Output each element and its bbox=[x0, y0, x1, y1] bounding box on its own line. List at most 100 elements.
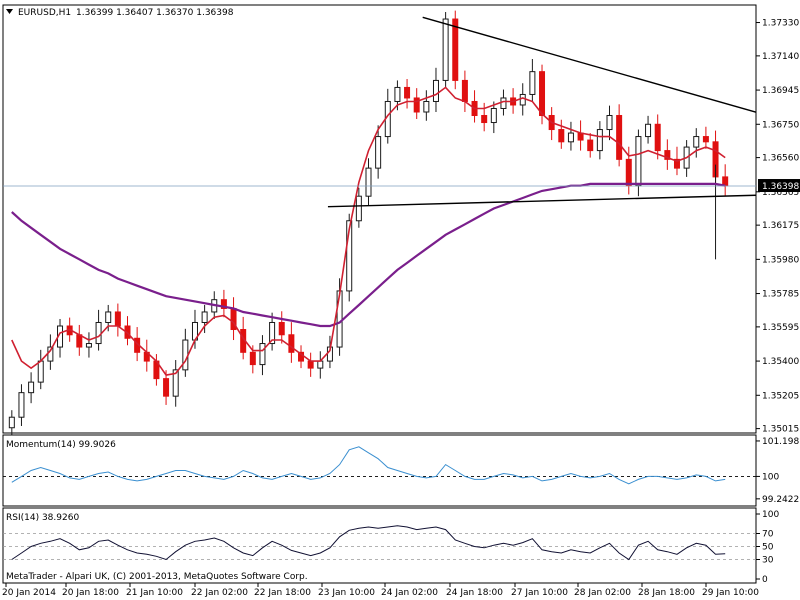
rsi-tick-label: 70 bbox=[762, 530, 774, 540]
time-tick-label: 27 Jan 10:00 bbox=[511, 588, 568, 598]
time-tick-label: 24 Jan 02:00 bbox=[381, 588, 438, 598]
candle-body bbox=[259, 343, 266, 366]
candle-body bbox=[558, 129, 565, 143]
panel-frame bbox=[2, 434, 757, 507]
momentum-tick-label: 100 bbox=[762, 472, 779, 482]
candle-body bbox=[616, 115, 623, 160]
time-tick-label: 23 Jan 10:00 bbox=[318, 588, 375, 598]
candle-body bbox=[539, 71, 546, 117]
candle-body bbox=[404, 86, 411, 99]
candle-body bbox=[336, 290, 343, 348]
candle-body bbox=[500, 97, 507, 109]
time-tick-label: 22 Jan 02:00 bbox=[191, 588, 248, 598]
candle-body bbox=[529, 71, 536, 95]
menu-triangle-icon[interactable] bbox=[6, 9, 13, 14]
time-tick-label: 29 Jan 10:00 bbox=[702, 588, 759, 598]
candle-body bbox=[567, 132, 574, 143]
time-tick-label: 22 Jan 18:00 bbox=[254, 588, 311, 598]
candle-body bbox=[28, 381, 35, 394]
candle-body bbox=[317, 360, 324, 369]
rsi-tick-label: 30 bbox=[762, 556, 774, 566]
candle-body bbox=[596, 129, 603, 152]
price-panel[interactable]: EURUSD,H1 1.36399 1.36407 1.36370 1.3639… bbox=[3, 8, 800, 435]
momentum-panel[interactable]: Momentum(14) 99.9026 101.1987 100 99.2422 bbox=[3, 437, 800, 505]
price-tick-label: 1.36365 bbox=[762, 188, 799, 198]
candle-body bbox=[114, 311, 121, 327]
current-price-box: 1.36398 bbox=[758, 179, 800, 193]
time-tick-label: 24 Jan 18:00 bbox=[446, 588, 503, 598]
candle-body bbox=[625, 158, 632, 187]
candle-body bbox=[442, 18, 449, 81]
rsi-tick-label: 100 bbox=[762, 510, 779, 520]
rsi-axis: 100 70 50 30 0 bbox=[756, 510, 779, 585]
momentum-tick-label: 101.1987 bbox=[762, 437, 800, 447]
symbol-title: EURUSD,H1 bbox=[18, 8, 71, 18]
momentum-line bbox=[11, 446, 726, 485]
candle-body bbox=[645, 123, 652, 138]
candle-body bbox=[85, 343, 92, 348]
candle-body bbox=[423, 100, 430, 113]
candle-body bbox=[105, 311, 112, 323]
candle-body bbox=[278, 321, 285, 336]
candle-body bbox=[394, 86, 401, 102]
trendline-upper bbox=[422, 16, 757, 113]
candle-body bbox=[461, 79, 468, 102]
candle-body bbox=[346, 220, 353, 292]
current-price-label: 1.36398 bbox=[762, 182, 799, 192]
price-tick-label: 1.35980 bbox=[762, 255, 799, 265]
time-tick-label: 28 Jan 18:00 bbox=[638, 588, 695, 598]
candle-body bbox=[519, 93, 526, 106]
rsi-panel[interactable]: RSI(14) 38.9260 100 70 50 30 0 MetaTrader - … bbox=[3, 510, 779, 585]
candle-body bbox=[18, 392, 25, 418]
ohlc-readout: 1.36399 1.36407 1.36370 1.36398 bbox=[76, 8, 234, 18]
candle-body bbox=[693, 136, 700, 148]
ma-slow-line bbox=[11, 182, 726, 328]
panel-frames bbox=[2, 4, 757, 584]
candle-body bbox=[37, 360, 44, 383]
price-tick-label: 1.36175 bbox=[762, 221, 799, 231]
candle-body bbox=[269, 321, 276, 345]
candle-body bbox=[432, 79, 439, 102]
candle-body bbox=[702, 136, 709, 143]
candle-body bbox=[182, 339, 189, 371]
price-axis: 1.37330 1.37140 1.36945 1.36750 1.36560 1.363… bbox=[756, 19, 799, 435]
candle-body bbox=[365, 167, 372, 197]
price-tick-label: 1.35785 bbox=[762, 290, 799, 300]
price-tick-label: 1.35400 bbox=[762, 357, 799, 367]
candle-body bbox=[355, 195, 362, 222]
panel-frame bbox=[2, 4, 757, 434]
price-tick-label: 1.35595 bbox=[762, 323, 799, 333]
trendline-lower bbox=[327, 194, 757, 208]
rsi-tick-label: 50 bbox=[762, 543, 774, 553]
ma-fast-line bbox=[11, 86, 726, 376]
price-tick-label: 1.35205 bbox=[762, 391, 799, 401]
rsi-tick-label: 0 bbox=[762, 575, 768, 585]
time-tick-label: 28 Jan 02:00 bbox=[574, 588, 631, 598]
candle-body bbox=[587, 139, 594, 152]
candle-body bbox=[163, 378, 170, 397]
candle-body bbox=[172, 369, 179, 397]
momentum-title: Momentum(14) 99.9026 bbox=[6, 440, 116, 450]
candle-body bbox=[201, 311, 208, 323]
panel-frame bbox=[2, 507, 757, 584]
candle-body bbox=[664, 150, 671, 160]
candle-body bbox=[95, 321, 102, 345]
time-tick-label: 21 Jan 10:00 bbox=[126, 588, 183, 598]
candle-body bbox=[452, 18, 459, 81]
candle-body bbox=[635, 136, 642, 187]
candle-body bbox=[606, 115, 613, 131]
momentum-tick-label: 99.2422 bbox=[762, 495, 799, 505]
candle-body bbox=[673, 158, 680, 169]
candle-body bbox=[375, 136, 382, 169]
candle-body bbox=[307, 360, 314, 369]
rsi-line bbox=[11, 525, 726, 561]
candle-body bbox=[220, 299, 227, 309]
candle-body bbox=[249, 351, 256, 366]
time-tick-label: 20 Jan 18:00 bbox=[62, 588, 119, 598]
candle-body bbox=[413, 97, 420, 113]
candle-body bbox=[288, 334, 295, 353]
time-tick-label: 20 Jan 2014 bbox=[2, 588, 56, 598]
momentum-axis: 101.1987 100 99.2422 bbox=[756, 437, 800, 505]
price-tick-label: 1.35015 bbox=[762, 425, 799, 435]
